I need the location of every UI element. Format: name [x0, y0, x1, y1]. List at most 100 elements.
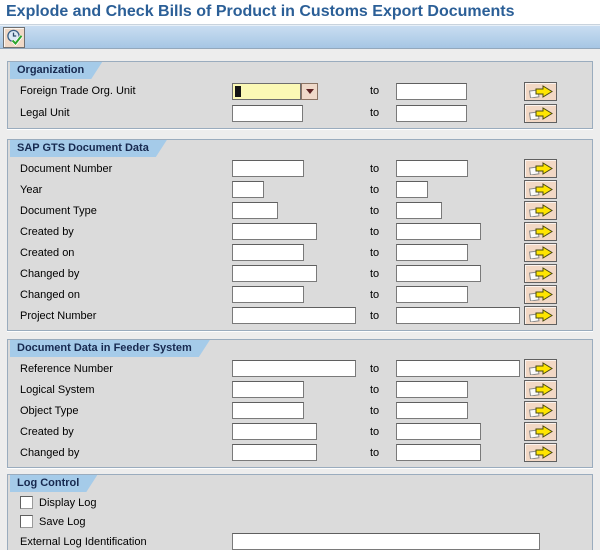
- checkbox-label: Save Log: [39, 515, 86, 528]
- reference-number-to-field[interactable]: [396, 360, 520, 377]
- reference-number-from-field[interactable]: [232, 360, 356, 377]
- field-label: Year: [20, 183, 43, 196]
- created-by-from-field[interactable]: [232, 423, 317, 440]
- document-type-to-field[interactable]: [396, 202, 442, 219]
- document-type-from-field[interactable]: [232, 202, 278, 219]
- created-on-to-field[interactable]: [396, 244, 468, 261]
- field-label: Created on: [20, 246, 75, 259]
- changed-on-from-field[interactable]: [232, 286, 304, 303]
- form-row-legal-unit: Legal Unit to: [8, 102, 592, 124]
- section-tab: SAP GTS Document Data: [10, 140, 167, 157]
- created-on-from-field[interactable]: [232, 244, 304, 261]
- multiple-selection-icon: [528, 246, 553, 259]
- form-row-foreign-trade-org-unit: Foreign Trade Org. Unit to: [8, 80, 592, 102]
- multiple-selection-button[interactable]: [524, 264, 557, 283]
- field-label: Foreign Trade Org. Unit: [20, 85, 136, 97]
- to-label: to: [370, 404, 380, 417]
- chevron-down-icon: [305, 88, 314, 98]
- multiple-selection-button[interactable]: [524, 222, 557, 241]
- document-number-from-field[interactable]: [232, 160, 304, 177]
- execute-button[interactable]: [3, 26, 25, 48]
- project-number-to-field[interactable]: [396, 307, 520, 324]
- save-log-checkbox[interactable]: [20, 515, 33, 528]
- foreign-trade-org-unit-from-field[interactable]: [232, 82, 301, 100]
- field-label: Legal Unit: [20, 107, 70, 119]
- field-label: Project Number: [20, 309, 97, 322]
- multiple-selection-button[interactable]: [524, 422, 557, 441]
- text-cursor: [235, 85, 241, 97]
- form-row-changed-by: Changed by to: [8, 263, 592, 284]
- changed-by-from-field[interactable]: [232, 444, 317, 461]
- page-title: Explode and Check Bills of Product in Cu…: [6, 3, 515, 20]
- multiple-selection-button[interactable]: [524, 285, 557, 304]
- application-toolbar: [0, 25, 600, 49]
- to-label: to: [370, 288, 380, 301]
- field-label: Changed on: [20, 288, 80, 301]
- to-label: to: [370, 225, 380, 238]
- project-number-from-field[interactable]: [232, 307, 356, 324]
- field-label: Created by: [20, 225, 74, 238]
- section-tab: Organization: [10, 62, 102, 79]
- multiple-selection-icon: [528, 225, 553, 238]
- dropdown-button[interactable]: [301, 82, 318, 100]
- multiple-selection-button[interactable]: [524, 81, 557, 101]
- section-organization: Organization Foreign Trade Org. Unit to Le…: [7, 61, 593, 129]
- multiple-selection-button[interactable]: [524, 243, 557, 262]
- year-from-field[interactable]: [232, 181, 264, 198]
- multiple-selection-button[interactable]: [524, 201, 557, 220]
- multiple-selection-button[interactable]: [524, 180, 557, 199]
- form-row-changed-by: Changed by to: [8, 442, 592, 463]
- form-row-logical-system: Logical System to: [8, 379, 592, 400]
- multiple-selection-button[interactable]: [524, 443, 557, 462]
- legal-unit-to-field[interactable]: [396, 104, 467, 122]
- display-log-checkbox[interactable]: [20, 496, 33, 509]
- form-row-created-by: Created by to: [8, 421, 592, 442]
- to-label: to: [370, 383, 380, 396]
- changed-by-to-field[interactable]: [396, 265, 481, 282]
- to-label: to: [370, 183, 380, 196]
- to-label: to: [370, 425, 380, 438]
- created-by-from-field[interactable]: [232, 223, 317, 240]
- multiple-selection-button[interactable]: [524, 401, 557, 420]
- form-row-save-log: Save Log: [8, 512, 592, 531]
- object-type-to-field[interactable]: [396, 402, 468, 419]
- section-sap-gts-document-data: SAP GTS Document Data Document Number to Y…: [7, 139, 593, 331]
- multiple-selection-button[interactable]: [524, 359, 557, 378]
- multiple-selection-icon: [528, 84, 553, 98]
- year-to-field[interactable]: [396, 181, 428, 198]
- selection-screen: Organization Foreign Trade Org. Unit to Le…: [0, 61, 600, 468]
- created-by-to-field[interactable]: [396, 223, 481, 240]
- document-number-to-field[interactable]: [396, 160, 468, 177]
- multiple-selection-button[interactable]: [524, 159, 557, 178]
- section-log-control: Log Control Display Log Save Log Externa…: [7, 474, 593, 550]
- form-row-project-number: Project Number to: [8, 305, 592, 326]
- logical-system-to-field[interactable]: [396, 381, 468, 398]
- to-label: to: [370, 107, 380, 119]
- window-title-bar: Explode and Check Bills of Product in Cu…: [0, 0, 600, 25]
- to-label: to: [370, 267, 380, 280]
- external-log-identification-field[interactable]: [232, 533, 540, 550]
- field-label: Reference Number: [20, 362, 113, 375]
- multiple-selection-button[interactable]: [524, 306, 557, 325]
- changed-by-from-field[interactable]: [232, 265, 317, 282]
- form-row-document-type: Document Type to: [8, 200, 592, 221]
- multiple-selection-icon: [528, 106, 553, 120]
- object-type-from-field[interactable]: [232, 402, 304, 419]
- multiple-selection-icon: [528, 204, 553, 217]
- multiple-selection-button[interactable]: [524, 380, 557, 399]
- field-label: Object Type: [20, 404, 79, 417]
- changed-by-to-field[interactable]: [396, 444, 481, 461]
- multiple-selection-icon: [528, 425, 553, 438]
- form-row-created-by: Created by to: [8, 221, 592, 242]
- foreign-trade-org-unit-from-combobox: [232, 82, 318, 100]
- field-label: Created by: [20, 425, 74, 438]
- multiple-selection-icon: [528, 183, 553, 196]
- foreign-trade-org-unit-to-field[interactable]: [396, 82, 467, 100]
- legal-unit-from-field[interactable]: [232, 104, 303, 122]
- changed-on-to-field[interactable]: [396, 286, 468, 303]
- field-label: Changed by: [20, 267, 80, 280]
- to-label: to: [370, 362, 380, 375]
- multiple-selection-button[interactable]: [524, 103, 557, 123]
- created-by-to-field[interactable]: [396, 423, 481, 440]
- logical-system-from-field[interactable]: [232, 381, 304, 398]
